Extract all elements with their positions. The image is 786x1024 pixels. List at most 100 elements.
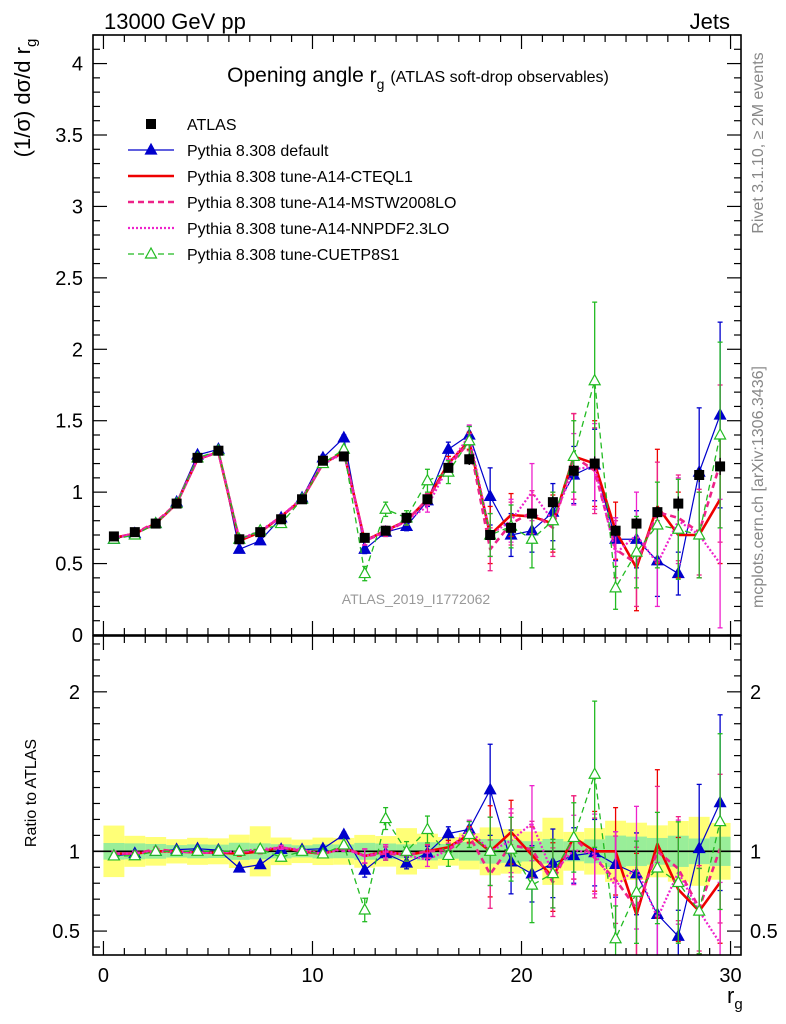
data-point — [255, 527, 266, 538]
main-y-title-text: (1/σ) dσ/d r — [10, 47, 35, 157]
data-point — [317, 455, 328, 466]
series-line-2 — [113, 440, 722, 565]
data-point — [485, 530, 496, 540]
ratio-point-4 — [483, 844, 497, 856]
data-point — [464, 454, 475, 465]
ratio-y-tick-label-right: 1 — [750, 841, 761, 863]
ratio-point-4 — [462, 827, 476, 840]
main-y-tick-label: 1 — [72, 482, 83, 504]
ratio-point-4 — [337, 837, 351, 850]
ratio-y-tick-label-left: 0.5 — [52, 921, 80, 943]
data-point — [380, 525, 391, 536]
ratio-point-4 — [400, 844, 414, 856]
data-point — [568, 465, 579, 476]
ratio-point-4 — [170, 844, 184, 856]
series-line-3 — [113, 433, 721, 565]
data-point — [234, 534, 245, 545]
main-plot-layer — [107, 301, 727, 629]
main-y-tick-label: 3.5 — [55, 125, 83, 147]
main-y-tick-label: 1.5 — [55, 411, 83, 433]
series-point-0 — [232, 542, 246, 554]
ratio-point-0 — [441, 826, 455, 839]
ratio-y-tick-label-left: 2 — [69, 682, 80, 704]
x-tick-label: 20 — [510, 965, 532, 987]
chart-title-sub: g — [377, 76, 385, 92]
ratio-point-0 — [232, 860, 246, 873]
header-right: Jets — [690, 9, 730, 34]
ratio-point-4 — [211, 844, 225, 856]
analysis-watermark: ATLAS_2019_I1772062 — [342, 591, 491, 607]
ratio-point-4 — [650, 860, 664, 873]
legend-label-3: Pythia 8.308 tune-A14-NNPDF2.3LO — [187, 221, 449, 238]
series-point-4 — [588, 373, 602, 386]
ratio-point-4 — [149, 844, 163, 856]
data-point — [506, 522, 517, 533]
data-point — [276, 514, 287, 525]
x-tick-label: 0 — [98, 965, 109, 987]
legend-label-4: Pythia 8.308 tune-CUETP8S1 — [187, 247, 400, 264]
data-point — [213, 445, 224, 456]
data-point — [297, 494, 308, 505]
x-tick-label: 30 — [719, 965, 741, 987]
main-y-tick-label: 0.5 — [55, 554, 83, 576]
data-point — [129, 527, 140, 538]
data-point — [547, 497, 558, 508]
data-point — [610, 525, 621, 536]
data-point — [652, 507, 663, 518]
data-point — [526, 508, 537, 519]
main-y-tick-label: 0 — [72, 625, 83, 647]
legend-data-marker — [146, 119, 156, 129]
ratio-y-tick-label-left: 1 — [69, 841, 80, 863]
series-point-0 — [337, 430, 351, 443]
data-point — [673, 498, 684, 509]
rivet-side-label: Rivet 3.1.10, ≥ 2M events — [750, 52, 767, 233]
ratio-y-tick-label-right: 0.5 — [750, 921, 778, 943]
chart-title: Opening angle rg (ATLAS soft-drop observa… — [227, 64, 609, 92]
data-point — [422, 494, 433, 505]
data-point — [694, 470, 705, 480]
series-point-4 — [358, 566, 372, 579]
ratio-point-0 — [692, 841, 706, 854]
chart-title-suffix: (ATLAS soft-drop observables) — [390, 69, 608, 86]
main-y-tick-label: 3 — [72, 196, 83, 218]
legend: ATLAS Pythia 8.308 default Pythia 8.308 tu… — [128, 117, 456, 264]
main-y-tick-label: 2.5 — [55, 268, 83, 290]
main-y-tick-label: 4 — [72, 54, 83, 76]
ratio-point-4 — [629, 884, 643, 897]
ratio-point-4 — [567, 830, 581, 843]
series-point-4 — [671, 522, 685, 534]
ratio-y-title-text: Ratio to ATLAS — [23, 739, 40, 847]
legend-label-2: Pythia 8.308 tune-A14-MSTW2008LO — [187, 195, 456, 212]
ratio-y-tick-label-right: 2 — [750, 682, 761, 704]
series-point-4 — [462, 433, 476, 446]
x-axis-title: rg — [727, 983, 743, 1013]
legend-marker-4 — [144, 246, 158, 259]
mcplots-side-label: mcplots.cern.ch [arXiv:1306.3436] — [750, 366, 767, 608]
data-point — [171, 498, 182, 509]
ratio-point-4 — [671, 875, 685, 888]
ratio-point-4 — [692, 903, 706, 916]
series-point-0 — [483, 489, 497, 502]
ratio-point-4 — [713, 814, 727, 827]
series-point-0 — [358, 542, 372, 554]
ratio-point-4 — [295, 844, 309, 856]
legend-label-1: Pythia 8.308 tune-A14-CTEQL1 — [187, 169, 413, 186]
ratio-point-4 — [128, 848, 142, 861]
ratio-frame — [92, 635, 742, 956]
series-point-4 — [629, 544, 643, 557]
ratio-point-4 — [358, 902, 372, 915]
ratio-point-0 — [483, 782, 497, 795]
series-line-0 — [113, 414, 721, 575]
data-point — [401, 512, 412, 523]
series-point-0 — [253, 533, 267, 546]
x-tick-label: 10 — [301, 965, 323, 987]
ratio-point-4 — [232, 844, 246, 856]
mcplots-side-label-text: mcplots.cern.ch [arXiv:1306.3436] — [750, 366, 767, 608]
ratio-point-4 — [316, 846, 330, 859]
axes-layer: 0 10 20 30 0 0.5 1 1.5 2 2.5 3 3.5 4 0.5 0.5 1 1 2 2 — [52, 34, 778, 987]
data-point — [359, 532, 370, 543]
legend-data-label: ATLAS — [187, 117, 237, 134]
series-point-4 — [546, 513, 560, 526]
data-point — [715, 461, 726, 472]
